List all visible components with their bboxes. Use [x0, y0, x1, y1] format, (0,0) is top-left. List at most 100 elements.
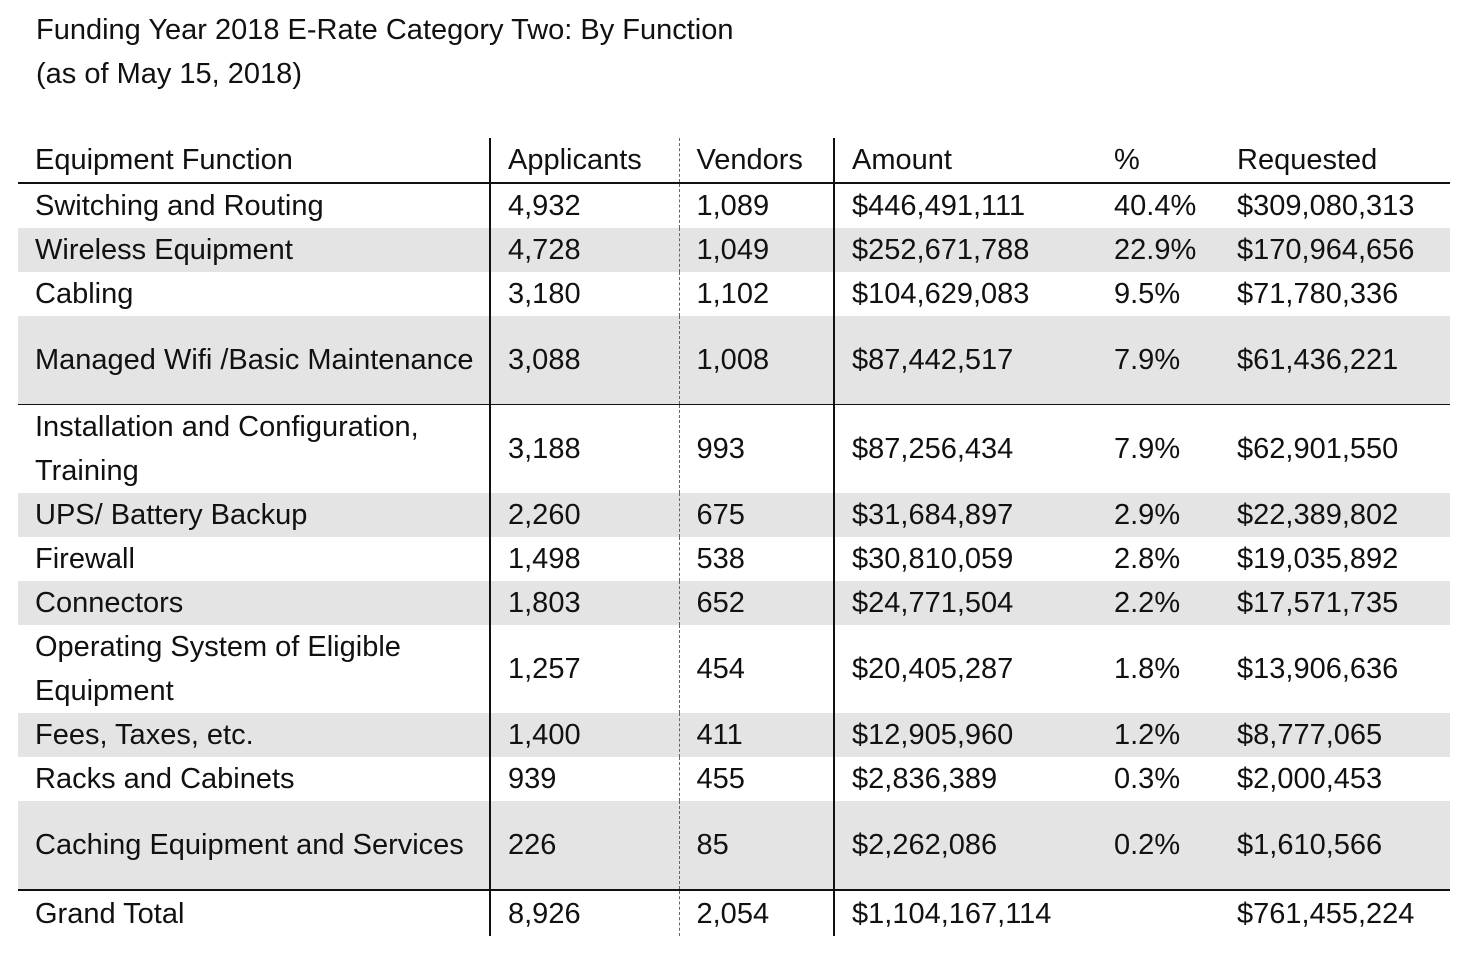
cell-vendors: 675 [678, 493, 834, 537]
cell-percent: 40.4% [1114, 190, 1197, 222]
header-percent: % [1097, 138, 1220, 184]
cell-applicants: 4,728 [489, 228, 679, 272]
total-applicants: 8,926 [489, 889, 679, 936]
table-row: Fees, Taxes, etc. 1,400 411 $12,905,960 … [18, 713, 1450, 757]
cell-function: UPS/ Battery Backup [18, 493, 490, 537]
cell-percent: 22.9% [1097, 228, 1220, 272]
table-header-row: Equipment Function Applicants Vendors Am… [18, 138, 1450, 184]
cell-applicants: 939 [489, 757, 679, 801]
table-row: Wireless Equipment 4,728 1,049 $252,671,… [18, 228, 1450, 272]
cell-vendors: 85 [678, 801, 834, 890]
cell-requested: $61,436,221 [1220, 316, 1450, 405]
cell-applicants: 226 [489, 801, 679, 890]
cell-percent: 2.2% [1097, 581, 1220, 625]
table-row: Switching and Routing 4,932 1,089 $446,4… [18, 183, 1450, 228]
cell-function: Connectors [18, 581, 490, 625]
cell-amount: $252,671,788 [833, 228, 1097, 272]
total-requested: $761,455,224 [1220, 889, 1450, 936]
cell-applicants: 1,498 [489, 537, 679, 581]
cell-amount: $20,405,287 [833, 625, 1097, 713]
total-vendors: 2,054 [678, 889, 834, 936]
cell-percent: 0.2% [1097, 801, 1220, 890]
cell-function: Caching Equipment and Services [18, 801, 490, 890]
table-row: Installation and Configuration, Training… [18, 404, 1450, 493]
total-percent [1097, 889, 1220, 936]
cell-percent: 7.9% [1097, 316, 1220, 405]
cell-amount: $2,836,389 [833, 757, 1097, 801]
cell-percent: 7.9% [1097, 404, 1220, 493]
cell-amount: $87,256,434 [833, 404, 1097, 493]
cell-vendors: 1,102 [678, 272, 834, 316]
table-row: Cabling 3,180 1,102 $104,629,083 9.5% $7… [18, 272, 1450, 316]
table-row: Racks and Cabinets 939 455 $2,836,389 0.… [18, 757, 1450, 801]
cell-requested: $71,780,336 [1237, 278, 1399, 310]
cell-percent: 1.2% [1097, 713, 1220, 757]
cell-vendors: 652 [678, 581, 834, 625]
cell-applicants: 1,803 [489, 581, 679, 625]
cell-percent: 0.3% [1114, 763, 1181, 795]
cell-requested: $62,901,550 [1220, 404, 1450, 493]
cell-requested: $2,000,453 [1237, 763, 1383, 795]
cell-vendors: 455 [678, 757, 834, 801]
cell-requested: $170,964,656 [1220, 228, 1450, 272]
cell-percent: 2.9% [1097, 493, 1220, 537]
cell-amount: $446,491,111 [833, 183, 1097, 228]
cell-requested: $8,777,065 [1220, 713, 1450, 757]
cell-vendors: 993 [678, 404, 834, 493]
cell-function: Fees, Taxes, etc. [18, 713, 490, 757]
table-row: UPS/ Battery Backup 2,260 675 $31,684,89… [18, 493, 1450, 537]
cell-vendors: 1,008 [678, 316, 834, 405]
table-row: Operating System of Eligible Equipment 1… [18, 625, 1450, 713]
total-amount: $1,104,167,114 [833, 889, 1097, 936]
cell-requested: $309,080,313 [1237, 190, 1415, 222]
header-applicants: Applicants [489, 138, 679, 184]
table-row: Managed Wifi /Basic Maintenance 3,088 1,… [18, 316, 1450, 405]
cell-amount: $12,905,960 [833, 713, 1097, 757]
cell-vendors: 538 [678, 537, 834, 581]
page-title: Funding Year 2018 E-Rate Category Two: B… [36, 8, 734, 96]
header-requested: Requested [1220, 138, 1450, 184]
cell-amount: $31,684,897 [833, 493, 1097, 537]
cell-percent: 1.8% [1114, 653, 1181, 685]
cell-function: Firewall [35, 543, 135, 575]
cell-requested: $22,389,802 [1220, 493, 1450, 537]
cell-vendors: 1,089 [678, 183, 834, 228]
cell-applicants: 1,400 [489, 713, 679, 757]
cell-function: Racks and Cabinets [35, 763, 295, 795]
cell-amount: $104,629,083 [833, 272, 1097, 316]
cell-vendors: 411 [678, 713, 834, 757]
cell-amount: $2,262,086 [833, 801, 1097, 890]
total-label: Grand Total [18, 889, 490, 936]
table-row: Caching Equipment and Services 226 85 $2… [18, 801, 1450, 890]
cell-function: Operating System of Eligible Equipment [35, 631, 401, 707]
cell-applicants: 3,180 [489, 272, 679, 316]
cell-applicants: 1,257 [489, 625, 679, 713]
cell-function: Installation and Configuration, Training [18, 404, 490, 493]
cell-percent: 2.8% [1114, 543, 1181, 575]
cell-requested: $19,035,892 [1237, 543, 1399, 575]
header-vendors: Vendors [678, 138, 834, 184]
cell-function: Switching and Routing [35, 190, 324, 222]
table-row: Connectors 1,803 652 $24,771,504 2.2% $1… [18, 581, 1450, 625]
title-line-1: Funding Year 2018 E-Rate Category Two: B… [36, 14, 734, 46]
grand-total-row: Grand Total 8,926 2,054 $1,104,167,114 $… [18, 889, 1450, 936]
cell-function: Cabling [35, 278, 134, 310]
cell-amount: $30,810,059 [833, 537, 1097, 581]
cell-amount: $24,771,504 [833, 581, 1097, 625]
cell-amount: $87,442,517 [833, 316, 1097, 405]
cell-vendors: 1,049 [678, 228, 834, 272]
cell-requested: $13,906,636 [1237, 653, 1399, 685]
cell-vendors: 454 [678, 625, 834, 713]
cell-percent: 9.5% [1114, 278, 1181, 310]
cell-applicants: 2,260 [489, 493, 679, 537]
funding-table: Equipment Function Applicants Vendors Am… [18, 138, 1450, 936]
title-line-2: (as of May 15, 2018) [36, 58, 302, 90]
cell-applicants: 3,088 [489, 316, 679, 405]
cell-function: Managed Wifi /Basic Maintenance [18, 316, 490, 405]
table-row: Firewall 1,498 538 $30,810,059 2.8% $19,… [18, 537, 1450, 581]
header-amount: Amount [833, 138, 1097, 184]
cell-requested: $1,610,566 [1220, 801, 1450, 890]
cell-applicants: 4,932 [489, 183, 679, 228]
cell-requested: $17,571,735 [1220, 581, 1450, 625]
cell-applicants: 3,188 [489, 404, 679, 493]
